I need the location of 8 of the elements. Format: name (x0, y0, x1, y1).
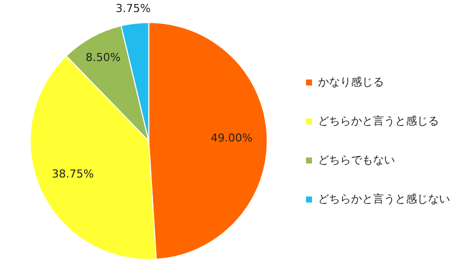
legend-label: かなり感じる (318, 75, 384, 88)
legend-label: どちらかと言うと感じる (318, 114, 439, 128)
legend-label: どちらでもない (318, 153, 395, 166)
legend-label: どちらかと言うと感じない (318, 192, 450, 206)
data-label: 38.75% (52, 167, 94, 180)
data-label: 8.50% (86, 50, 121, 64)
data-label: 3.75% (116, 2, 151, 16)
data-label: 49.00% (210, 131, 253, 144)
